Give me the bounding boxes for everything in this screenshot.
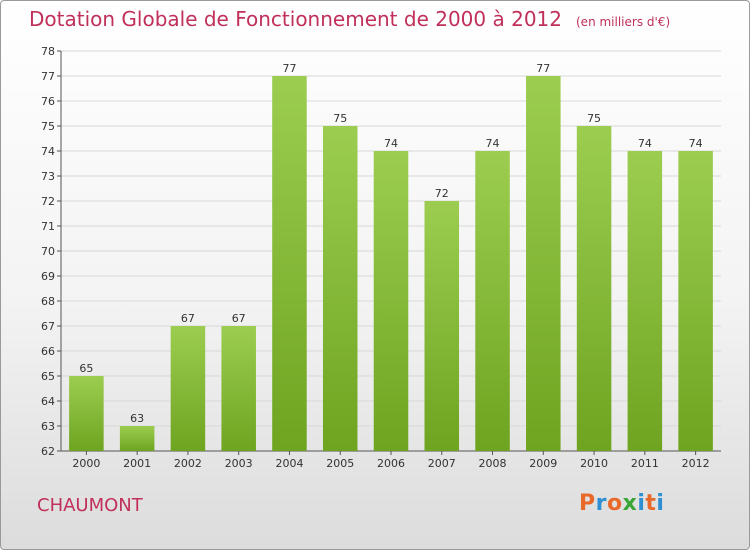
logo-letter: o <box>606 491 623 516</box>
logo-letter: i <box>656 491 665 516</box>
x-tick-label: 2005 <box>326 457 354 470</box>
y-tick-label: 71 <box>41 220 55 233</box>
x-tick-label: 2008 <box>479 457 507 470</box>
data-label: 67 <box>232 312 246 325</box>
bar <box>475 151 510 451</box>
x-tick-label: 2002 <box>174 457 202 470</box>
x-tick-label: 2011 <box>631 457 659 470</box>
y-tick-label: 66 <box>41 345 55 358</box>
x-tick-label: 2003 <box>225 457 253 470</box>
y-tick-label: 75 <box>41 120 55 133</box>
x-tick-label: 2001 <box>123 457 151 470</box>
data-label: 77 <box>282 62 296 75</box>
data-label: 67 <box>181 312 195 325</box>
proxiti-logo: Proxiti <box>579 491 664 516</box>
y-tick-label: 77 <box>41 70 55 83</box>
x-tick-label: 2012 <box>682 457 710 470</box>
data-label: 72 <box>435 187 449 200</box>
bars <box>69 76 713 451</box>
logo-letter: t <box>645 491 657 516</box>
x-tick-label: 2010 <box>580 457 608 470</box>
data-label: 63 <box>130 412 144 425</box>
bar <box>373 151 409 451</box>
chart-title-block: Dotation Globale de Fonctionnement de 20… <box>29 7 670 31</box>
y-tick-label: 62 <box>41 445 55 458</box>
data-label: 65 <box>79 362 93 375</box>
data-label: 74 <box>689 137 703 150</box>
logo-letter: x <box>622 491 638 516</box>
y-tick-label: 76 <box>41 95 55 108</box>
y-tick-label: 69 <box>41 270 55 283</box>
logo-letter: i <box>637 491 646 516</box>
bar <box>678 151 713 451</box>
x-tick-label: 2009 <box>529 457 557 470</box>
bar <box>576 126 612 451</box>
data-label: 75 <box>587 112 601 125</box>
y-tick-label: 67 <box>41 320 55 333</box>
bar <box>221 326 256 451</box>
x-tick-label: 2006 <box>377 457 405 470</box>
y-tick-label: 73 <box>41 170 55 183</box>
y-tick-label: 68 <box>41 295 55 308</box>
bar <box>526 76 561 451</box>
bar <box>424 201 460 451</box>
y-tick-label: 65 <box>41 370 55 383</box>
y-tick-label: 78 <box>41 45 55 58</box>
data-label: 77 <box>536 62 550 75</box>
data-label: 75 <box>333 112 347 125</box>
y-tick-label: 70 <box>41 245 55 258</box>
y-tick-label: 64 <box>41 395 55 408</box>
logo-letter: P <box>579 491 596 516</box>
data-label: 74 <box>486 137 500 150</box>
chart-title: Dotation Globale de Fonctionnement de 20… <box>29 7 562 31</box>
bar <box>627 151 663 451</box>
commune-name: CHAUMONT <box>37 495 143 516</box>
data-label: 74 <box>638 137 652 150</box>
y-tick-label: 63 <box>41 420 55 433</box>
x-tick-label: 2004 <box>275 457 303 470</box>
bar <box>69 376 104 451</box>
chart-unit-note: (en milliers d'€) <box>576 15 671 29</box>
x-tick-label: 2007 <box>428 457 456 470</box>
bar <box>170 326 206 451</box>
data-label: 74 <box>384 137 398 150</box>
data-labels: 65 63 67 67 77 75 74 72 74 77 75 74 74 <box>79 62 702 425</box>
bar <box>119 426 155 451</box>
bar <box>322 126 358 451</box>
y-tick-label: 72 <box>41 195 55 208</box>
bar <box>272 76 307 451</box>
y-tick-label: 74 <box>41 145 55 158</box>
logo-letter: r <box>595 491 607 516</box>
x-tick-label: 2000 <box>72 457 100 470</box>
